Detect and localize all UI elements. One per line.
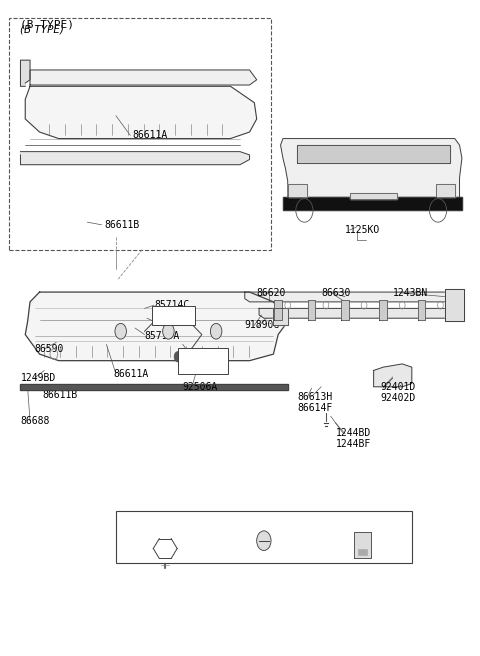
- Polygon shape: [30, 70, 257, 85]
- Text: 86614F: 86614F: [297, 403, 333, 413]
- Text: 86688: 86688: [21, 416, 50, 426]
- Text: 92401D: 92401D: [381, 382, 416, 392]
- Polygon shape: [21, 152, 250, 165]
- Bar: [358, 548, 367, 555]
- Circle shape: [163, 323, 174, 339]
- Bar: [418, 300, 425, 319]
- Polygon shape: [297, 145, 450, 163]
- Bar: [379, 300, 387, 319]
- Circle shape: [210, 323, 222, 339]
- Polygon shape: [259, 308, 462, 318]
- Text: 86611A: 86611A: [132, 131, 168, 140]
- Text: 1249BD: 1249BD: [21, 373, 56, 382]
- Text: (B TYPE): (B TYPE): [21, 24, 64, 34]
- Bar: [9, 18, 271, 250]
- Text: 86611B: 86611B: [42, 390, 77, 400]
- Text: (B TYPE): (B TYPE): [21, 19, 74, 30]
- Polygon shape: [21, 60, 30, 87]
- Bar: [341, 300, 349, 319]
- Polygon shape: [283, 197, 462, 211]
- Polygon shape: [373, 364, 412, 387]
- Text: 18643D: 18643D: [190, 365, 225, 375]
- Text: 1125KO: 1125KO: [345, 225, 380, 235]
- Polygon shape: [281, 138, 462, 197]
- Bar: [275, 300, 282, 319]
- Text: 11407: 11407: [132, 522, 162, 532]
- Polygon shape: [445, 289, 464, 321]
- Text: 86630: 86630: [321, 288, 350, 298]
- Polygon shape: [21, 384, 288, 390]
- Polygon shape: [245, 292, 464, 302]
- Bar: [178, 348, 228, 374]
- Text: 82423A: 82423A: [159, 316, 194, 327]
- Polygon shape: [436, 184, 455, 197]
- Bar: [308, 300, 315, 319]
- Text: 86590: 86590: [35, 344, 64, 354]
- Text: 1244BD: 1244BD: [336, 428, 371, 438]
- Bar: [152, 306, 195, 325]
- Circle shape: [174, 352, 182, 362]
- Text: 86613H: 86613H: [297, 392, 333, 401]
- Text: 91890G: 91890G: [245, 320, 280, 331]
- Text: 85714C: 85714C: [154, 300, 189, 310]
- Bar: [354, 532, 371, 558]
- Text: 85719A: 85719A: [144, 331, 180, 342]
- Text: 92506A: 92506A: [183, 382, 218, 392]
- Text: 86620: 86620: [257, 288, 286, 298]
- Text: 86611A: 86611A: [114, 369, 149, 379]
- Text: 1243BN: 1243BN: [393, 288, 428, 298]
- Text: 1335CC: 1335CC: [312, 522, 347, 532]
- Polygon shape: [25, 87, 257, 138]
- Bar: [116, 511, 412, 563]
- Text: 1244BF: 1244BF: [336, 439, 371, 449]
- Text: 12492: 12492: [223, 522, 252, 532]
- Circle shape: [257, 531, 271, 550]
- Text: 1125GB: 1125GB: [129, 532, 165, 542]
- Text: 92402D: 92402D: [381, 393, 416, 403]
- Polygon shape: [350, 193, 397, 199]
- Polygon shape: [288, 184, 307, 197]
- Polygon shape: [25, 292, 288, 361]
- Text: 86611B: 86611B: [104, 220, 139, 230]
- Polygon shape: [274, 308, 288, 325]
- Text: 18643D: 18643D: [183, 349, 218, 359]
- Circle shape: [115, 323, 126, 339]
